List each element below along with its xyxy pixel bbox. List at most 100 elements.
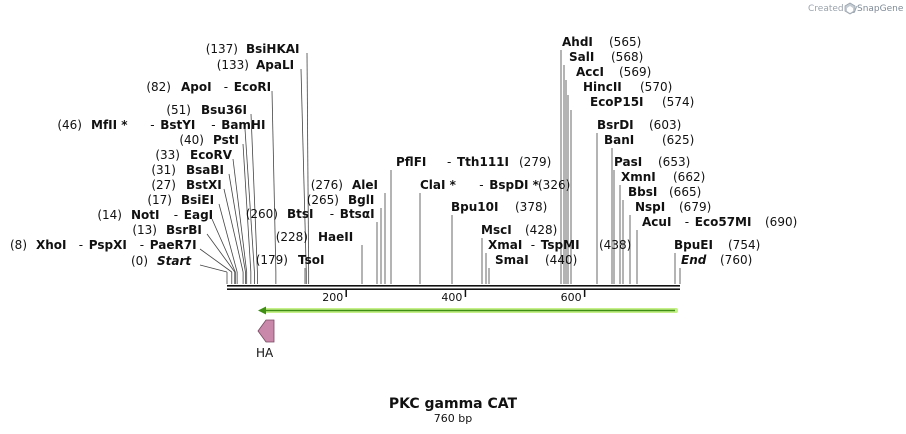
enzyme-name: AleI (352, 178, 378, 192)
enzyme-name: PflFI (396, 155, 426, 169)
site-position: (0) (131, 254, 148, 268)
site-bsu36i[interactable]: (51) Bsu36I (166, 103, 247, 117)
site-bsrdi[interactable]: BsrDI (603) (597, 118, 681, 132)
site-smai[interactable]: SmaI (440) (495, 253, 577, 267)
snapgene-brand-text: SnapGene (857, 4, 904, 14)
enzyme-name: Bpu10I (451, 200, 498, 214)
enzyme-name: ApaLI (256, 58, 294, 72)
connector-line (306, 52, 310, 273)
site-position: (326) (538, 178, 570, 192)
connector-line (199, 264, 228, 273)
site-bani[interactable]: BanI (625) (604, 133, 694, 147)
site-nspi[interactable]: NspI (679) (635, 200, 711, 214)
enzyme-name: TsoI (298, 253, 324, 267)
site-position: (13) (132, 223, 157, 237)
site-noti[interactable]: (14) NotI - EagI (97, 208, 213, 222)
enzyme-name: BglI (348, 193, 374, 207)
name-separator: - (479, 178, 483, 192)
ha-feature[interactable]: HA (256, 319, 275, 360)
connector-line (223, 188, 244, 273)
site-position: (565) (609, 35, 641, 49)
site-ecop15i[interactable]: EcoP15I (574) (590, 95, 694, 109)
enzyme-name: BpuEI (674, 238, 713, 252)
site-position: (440) (545, 253, 577, 267)
site-pflfi[interactable]: PflFI - Tth111I (279) (396, 155, 551, 169)
site-position: (679) (679, 200, 711, 214)
name-separator: - (330, 207, 334, 221)
site-xhoi[interactable]: (8) XhoI - PspXI - PaeR7I (10, 238, 197, 252)
site-mfii[interactable]: (46) MfII * - BstYI - BamHI (57, 118, 265, 132)
enzyme-name: EagI (184, 208, 213, 222)
snapgene-logo-icon (844, 2, 856, 15)
tick-label-600: 600 (561, 291, 582, 304)
site-btsi[interactable]: (260) BtsI - BtsαI (246, 207, 375, 221)
site-start[interactable]: (0) Start (131, 254, 192, 268)
site-bsihkai[interactable]: (137) BsiHKAI (206, 42, 300, 56)
orf-arrow[interactable] (258, 306, 678, 315)
site-position: (690) (765, 215, 797, 229)
enzyme-name: TspMI (541, 238, 580, 252)
enzyme-name: BstYI (160, 118, 195, 132)
site-ecorv[interactable]: (33) EcoRV (155, 148, 232, 162)
site-apali[interactable]: (133) ApaLI (217, 58, 294, 72)
site-position: (569) (619, 65, 651, 79)
site-apoi[interactable]: (82) ApoI - EcoRI (146, 80, 271, 94)
enzyme-name: BsiHKAI (246, 42, 300, 56)
enzyme-name: PaeR7I (150, 238, 197, 252)
site-position: (31) (151, 163, 176, 177)
site-bbsi[interactable]: BbsI (665) (628, 185, 701, 199)
enzyme-name: SalI (569, 50, 594, 64)
site-bsiei[interactable]: (17) BsiEI (147, 193, 214, 207)
enzyme-name: NspI (635, 200, 665, 214)
enzyme-name: HaeII (318, 230, 353, 244)
site-sali[interactable]: SalI (568) (569, 50, 643, 64)
site-bpuei[interactable]: BpuEI (754) (674, 238, 760, 252)
site-position: (568) (611, 50, 643, 64)
enzyme-name: HincII (583, 80, 622, 94)
ha-feature-label: HA (256, 346, 274, 360)
site-position: (760) (720, 253, 752, 267)
site-end[interactable]: End (760) (681, 253, 752, 267)
site-pasi[interactable]: PasI (653) (614, 155, 690, 169)
site-bsabi[interactable]: (31) BsaBI (151, 163, 224, 177)
site-haeii[interactable]: (228) HaeII (276, 230, 354, 244)
site-acci[interactable]: AccI (569) (576, 65, 651, 79)
site-position: (625) (662, 133, 694, 147)
enzyme-name: EcoP15I (590, 95, 644, 109)
site-position: (603) (649, 118, 681, 132)
site-position: (754) (728, 238, 760, 252)
site-bpu10i[interactable]: Bpu10I (378) (451, 200, 547, 214)
site-msci[interactable]: MscI (428) (481, 223, 557, 237)
enzyme-name: XhoI (36, 238, 67, 252)
site-xmai[interactable]: XmaI - TspMI (438) (488, 238, 631, 252)
site-position: (33) (155, 148, 180, 162)
enzyme-name: BbsI (628, 185, 657, 199)
enzyme-name: BamHI (221, 118, 265, 132)
site-alei[interactable]: (276) AleI (311, 178, 378, 192)
enzyme-name: End (681, 253, 707, 267)
site-tsoi[interactable]: (179) TsoI (256, 253, 325, 267)
connector-line (199, 248, 233, 273)
site-bgli[interactable]: (265) BglI (307, 193, 375, 207)
site-acui[interactable]: AcuI - Eco57MI (690) (642, 215, 797, 229)
site-position: (662) (673, 170, 705, 184)
site-hincii[interactable]: HincII (570) (583, 80, 672, 94)
enzyme-name: MfII * (91, 118, 128, 132)
enzyme-name: Eco57MI (695, 215, 752, 229)
map-length: 760 bp (434, 412, 472, 425)
enzyme-name: BspDI * (489, 178, 539, 192)
site-position: (653) (658, 155, 690, 169)
site-xmni[interactable]: XmnI (662) (621, 170, 705, 184)
site-bsrbi[interactable]: (13) BsrBI (132, 223, 201, 237)
site-position: (27) (151, 178, 176, 192)
site-clai[interactable]: ClaI * - BspDI * (326) (420, 178, 570, 192)
connector-line (228, 173, 246, 273)
site-ahdi[interactable]: AhdI (565) (562, 35, 641, 49)
site-bstxi[interactable]: (27) BstXI (151, 178, 221, 192)
site-position: (137) (206, 42, 238, 56)
enzyme-name: BtsαI (340, 207, 375, 221)
site-psti[interactable]: (40) PstI (179, 133, 239, 147)
enzyme-name: BsrBI (166, 223, 202, 237)
backbone-bottom-strand (227, 288, 680, 290)
